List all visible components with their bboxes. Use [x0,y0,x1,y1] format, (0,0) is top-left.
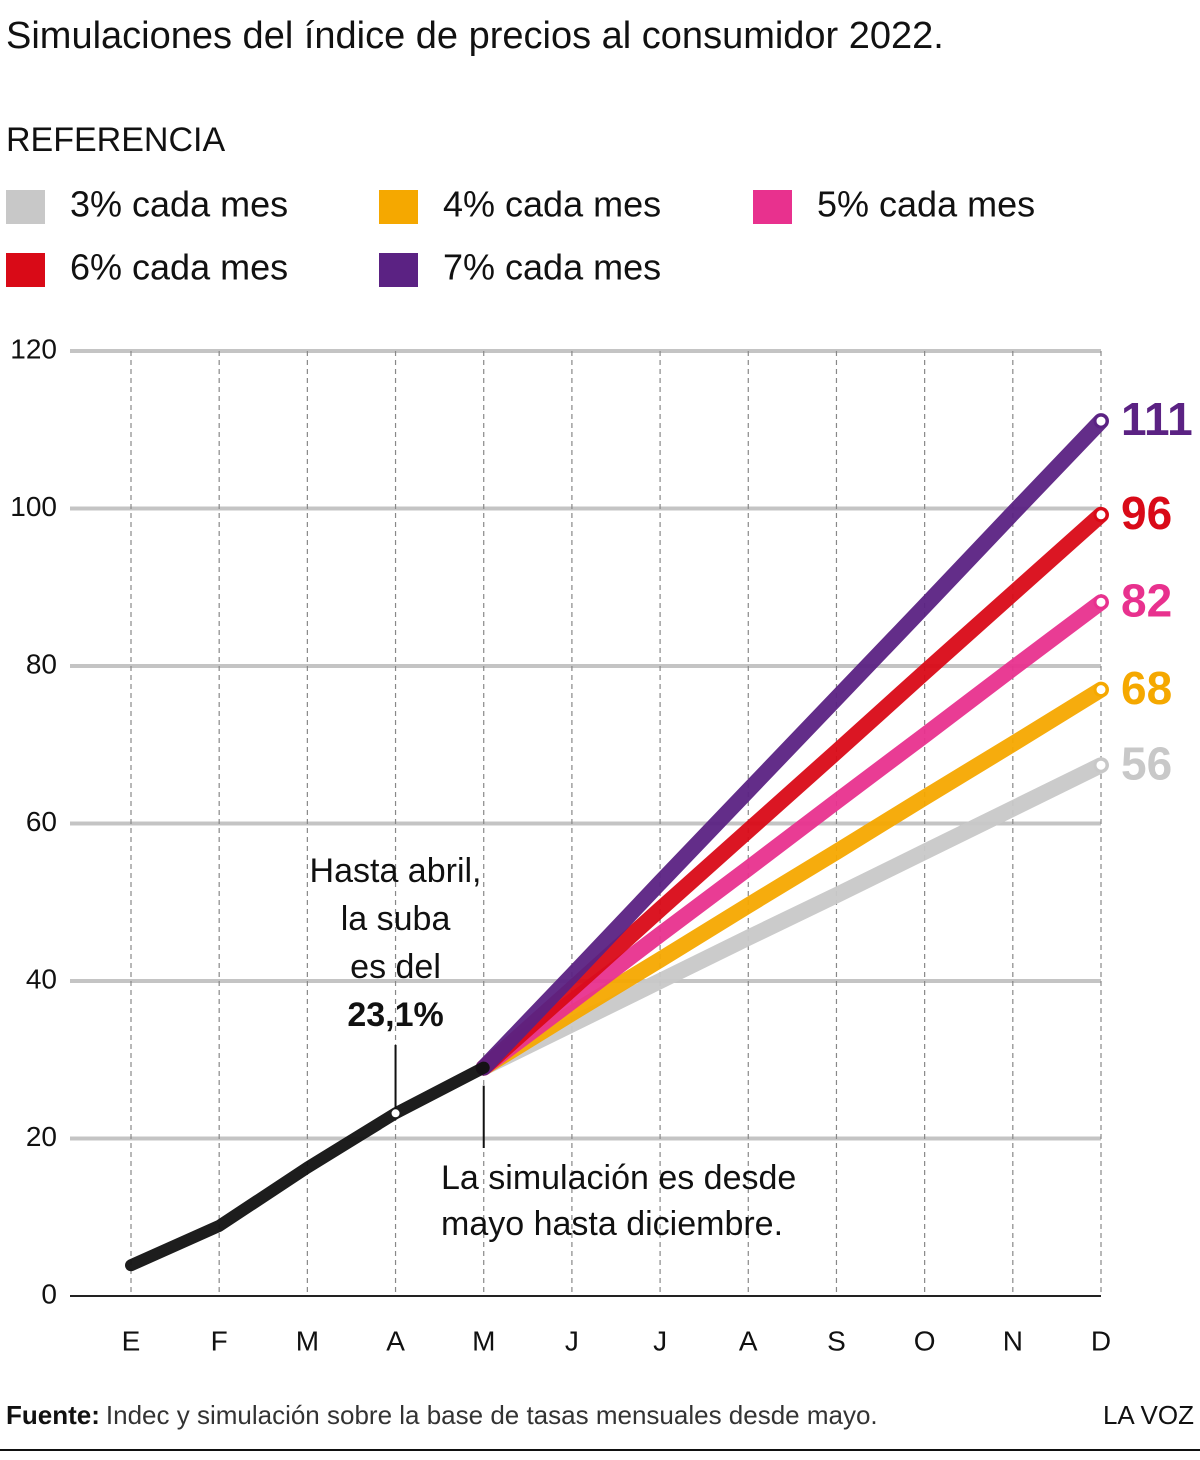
y-tick-label: 100 [10,491,57,522]
legend-label: 5% cada mes [817,184,1035,225]
annotation: mayo hasta diciembre. [441,1205,783,1243]
end-marker [1093,507,1109,523]
x-tick-label: D [1091,1325,1111,1356]
legend-label: 7% cada mes [443,247,661,288]
end-marker [1093,413,1109,429]
x-tick-label: J [653,1325,667,1356]
annotation: la suba [341,900,451,938]
x-tick-label: S [827,1325,846,1356]
legend-label: 4% cada mes [443,184,661,225]
series-line [475,413,1109,1076]
brand: LA VOZ [1103,1400,1194,1430]
x-tick-label: M [472,1325,495,1356]
end-marker [1093,594,1109,610]
x-tick-label: J [565,1325,579,1356]
x-tick-label: A [386,1325,405,1356]
x-tick-label: O [914,1325,936,1356]
end-label: 96 [1121,487,1172,539]
legend-label: 6% cada mes [70,247,288,288]
annotation: es del [350,948,441,986]
y-tick-label: 40 [26,963,57,994]
end-marker [1093,682,1109,698]
y-tick-label: 20 [26,1121,57,1152]
series-line [475,681,1109,1076]
legend-title: REFERENCIA [6,121,225,159]
source-text: Indec y simulación sobre la base de tasa… [106,1400,878,1430]
legend-swatch [379,190,418,224]
chart-title: Simulaciones del índice de precios al co… [6,15,944,57]
annotation: 23,1% [347,996,443,1034]
legend-label: 3% cada mes [70,184,288,225]
legend-swatch [753,190,792,224]
source-label: Fuente: [6,1400,100,1430]
x-tick-label: N [1003,1325,1023,1356]
annotation: La simulación es desde [441,1159,796,1197]
series-line [475,757,1109,1076]
x-tick-label: F [211,1325,228,1356]
legend-swatch [6,253,45,287]
series-line [475,506,1109,1076]
legend-swatch [6,190,45,224]
x-tick-label: E [122,1325,141,1356]
legend-swatch [379,253,418,287]
annotation: Hasta abril, [310,852,482,890]
x-tick-label: A [739,1325,758,1356]
end-label: 56 [1121,737,1172,789]
y-tick-label: 0 [41,1278,57,1309]
end-marker [1093,757,1109,773]
end-label: 82 [1121,574,1172,626]
x-tick-label: M [296,1325,319,1356]
end-label: 68 [1121,662,1172,714]
series-line [475,594,1109,1076]
y-tick-label: 120 [10,333,57,364]
y-tick-label: 80 [26,648,57,679]
series-line [125,1061,490,1272]
end-label: 111 [1121,393,1193,445]
point-marker [391,1109,400,1118]
source: Fuente: Indec y simulación sobre la base … [6,1400,878,1430]
y-tick-label: 60 [26,806,57,837]
